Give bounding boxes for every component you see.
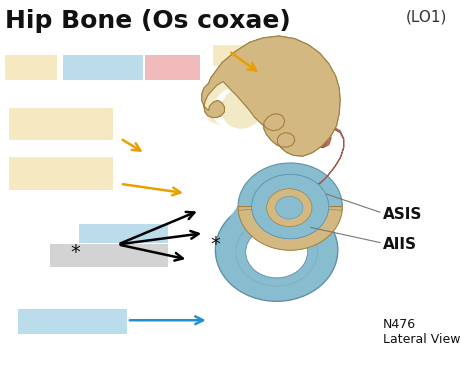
Polygon shape <box>202 36 340 156</box>
Text: *: * <box>211 235 221 254</box>
Text: (LO1): (LO1) <box>406 9 447 25</box>
Circle shape <box>252 174 329 239</box>
Bar <box>9 108 113 140</box>
Circle shape <box>252 174 329 239</box>
Circle shape <box>246 226 308 278</box>
Polygon shape <box>317 127 344 186</box>
Polygon shape <box>222 203 256 244</box>
Bar <box>50 244 168 267</box>
Bar <box>64 55 143 80</box>
Bar <box>18 309 127 334</box>
Bar <box>9 157 113 190</box>
Text: AIIS: AIIS <box>383 237 417 252</box>
Circle shape <box>266 189 312 227</box>
Polygon shape <box>202 36 340 156</box>
Circle shape <box>277 197 302 218</box>
Circle shape <box>267 190 311 226</box>
Text: N476: N476 <box>383 318 416 330</box>
Text: *: * <box>70 243 80 262</box>
Text: Lateral View: Lateral View <box>383 333 461 346</box>
Text: Hip Bone (Os coxae): Hip Bone (Os coxae) <box>5 9 290 33</box>
Polygon shape <box>205 49 314 129</box>
Circle shape <box>236 218 318 286</box>
Bar <box>145 55 200 80</box>
Wedge shape <box>238 207 342 250</box>
Circle shape <box>215 199 338 301</box>
Circle shape <box>246 226 308 278</box>
Circle shape <box>276 196 303 219</box>
Bar <box>5 55 57 80</box>
Text: ASIS: ASIS <box>383 207 422 222</box>
Bar <box>213 45 272 66</box>
Wedge shape <box>238 163 342 207</box>
Bar <box>79 224 168 243</box>
Wedge shape <box>238 207 342 250</box>
